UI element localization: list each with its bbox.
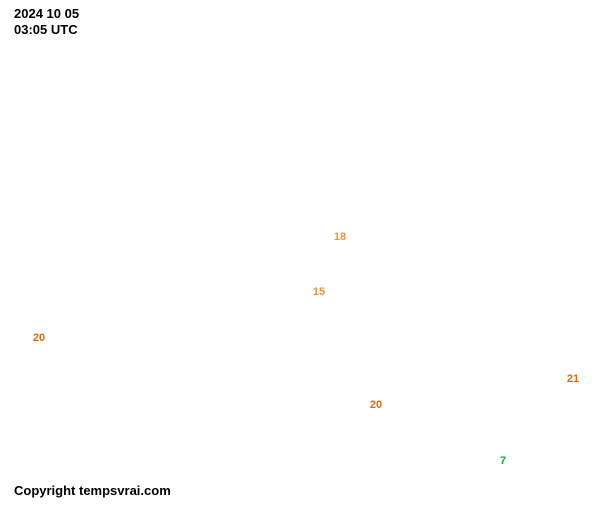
- data-point-5: 7: [500, 455, 506, 467]
- timestamp: 2024 10 05 03:05 UTC: [14, 6, 79, 37]
- data-point-2: 20: [33, 332, 45, 344]
- copyright-text: Copyright tempsvrai.com: [14, 483, 171, 498]
- timestamp-time: 03:05 UTC: [14, 22, 79, 38]
- data-point-3: 21: [567, 373, 579, 385]
- data-point-0: 18: [334, 231, 346, 243]
- data-point-1: 15: [313, 286, 325, 298]
- plot-canvas: 2024 10 05 03:05 UTC 18 15 20 21 20 7 Copyrig…: [0, 0, 600, 508]
- timestamp-date: 2024 10 05: [14, 6, 79, 22]
- data-point-4: 20: [370, 399, 382, 411]
